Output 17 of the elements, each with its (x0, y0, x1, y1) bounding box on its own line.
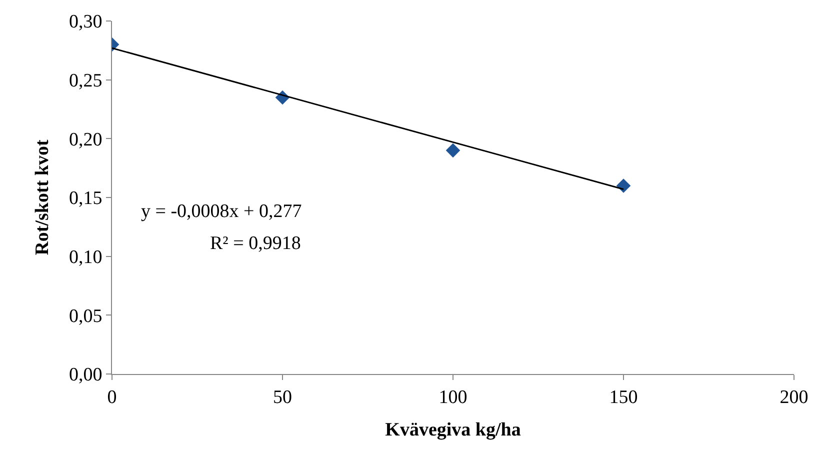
y-tick-label: 0,30 (68, 12, 102, 33)
x-tick-label: 50 (273, 386, 292, 408)
y-tick-label: 0,10 (68, 246, 102, 268)
y-tick-label: 0,20 (68, 129, 102, 150)
x-tick-label: 150 (609, 386, 638, 408)
x-tick-label: 200 (780, 386, 808, 408)
x-tick-label: 0 (107, 386, 117, 408)
point (446, 143, 460, 158)
x-tick-label: 100 (438, 386, 468, 408)
y-tick-label: 0,25 (68, 70, 102, 92)
y-tick-label: 0,15 (68, 188, 102, 210)
y-tick-label: 0,00 (68, 364, 102, 386)
y-axis-title: Rot/skott kvot (32, 139, 53, 256)
annotation: R² = 0,9918 (210, 233, 301, 254)
y-tick-label: 0,05 (68, 306, 102, 327)
annotation: y = -0,0008x + 0,277 (141, 201, 302, 222)
x-axis-title: Kvävegiva kg/ha (385, 420, 522, 441)
